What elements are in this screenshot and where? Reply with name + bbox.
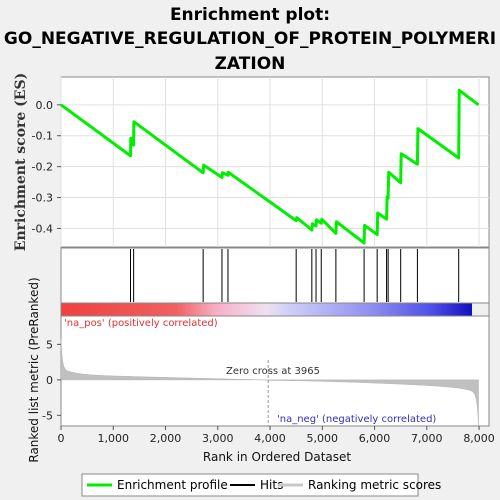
x-tick-label: 5,000 <box>307 432 339 445</box>
x-tick-label: 2,000 <box>150 432 182 445</box>
positive-label: 'na_pos' (positively correlated) <box>64 318 218 329</box>
es-y-tick-label: -0.1 <box>32 130 53 143</box>
rank-y-tick-label: -5 <box>42 409 53 422</box>
x-tick-label: 4,000 <box>254 432 286 445</box>
chart-title-line-2: GO_NEGATIVE_REGULATION_OF_PROTEIN_POLYME… <box>4 29 496 49</box>
legend-hits-label: Hits <box>260 478 283 492</box>
rank-y-tick-label: 5 <box>46 338 53 351</box>
chart-title-line-3: ZATION <box>215 54 286 74</box>
negative-label: 'na_neg' (negatively correlated) <box>277 414 436 425</box>
rank-y-tick-label: 0 <box>46 374 53 387</box>
enrichment-profile-line <box>60 88 480 245</box>
hit-markers <box>130 249 460 302</box>
es-y-tick-label: 0.0 <box>36 99 54 112</box>
es-y-axis: 0.0 -0.1 -0.2 -0.3 -0.4 <box>32 99 61 235</box>
zero-cross-label: Zero cross at 3965 <box>226 366 320 377</box>
es-y-axis-label: Enrichment score (ES) <box>13 73 29 251</box>
x-tick-label: 8,000 <box>463 432 495 445</box>
es-panel <box>60 76 490 248</box>
es-y-tick-label: -0.3 <box>32 192 53 205</box>
es-y-tick-label: -0.2 <box>32 161 53 174</box>
x-tick-label: 3,000 <box>202 432 234 445</box>
ranking-metric-area <box>60 338 479 426</box>
ranking-color-bar <box>61 303 472 316</box>
legend-ranking-label: Ranking metric scores <box>308 478 441 492</box>
es-y-tick-label: -0.4 <box>32 222 53 235</box>
x-tick-label: 6,000 <box>359 432 391 445</box>
x-tick-label: 1,000 <box>98 432 130 445</box>
x-axis-label: Rank in Ordered Dataset <box>203 450 351 464</box>
rank-y-axis-label: Ranked list metric (PreRanked) <box>27 277 41 462</box>
rank-panel <box>60 315 490 427</box>
x-axis: 0 1,000 2,000 3,000 4,000 5,000 6,000 7,000 8,00… <box>58 426 495 445</box>
legend-enrichment-label: Enrichment profile <box>117 478 228 492</box>
rank-y-axis: 5 0 -5 <box>42 338 61 422</box>
x-tick-label: 0 <box>58 432 65 445</box>
hits-panel <box>60 247 490 304</box>
chart-title-line-1: Enrichment plot: <box>170 5 330 25</box>
x-tick-label: 7,000 <box>411 432 443 445</box>
